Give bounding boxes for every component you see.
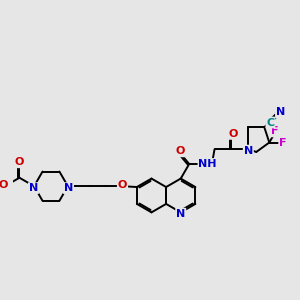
Text: O: O: [0, 180, 8, 190]
Text: O: O: [118, 180, 127, 190]
Text: F: F: [279, 137, 287, 148]
Text: O: O: [15, 157, 24, 167]
Text: F: F: [271, 126, 279, 136]
Text: N: N: [29, 183, 38, 193]
Text: N: N: [64, 183, 73, 193]
Text: C: C: [266, 118, 274, 128]
Text: N: N: [176, 209, 185, 219]
Text: N: N: [276, 107, 285, 117]
Text: NH: NH: [199, 159, 217, 169]
Text: O: O: [175, 146, 184, 156]
Text: N: N: [244, 146, 253, 156]
Text: O: O: [228, 129, 237, 139]
